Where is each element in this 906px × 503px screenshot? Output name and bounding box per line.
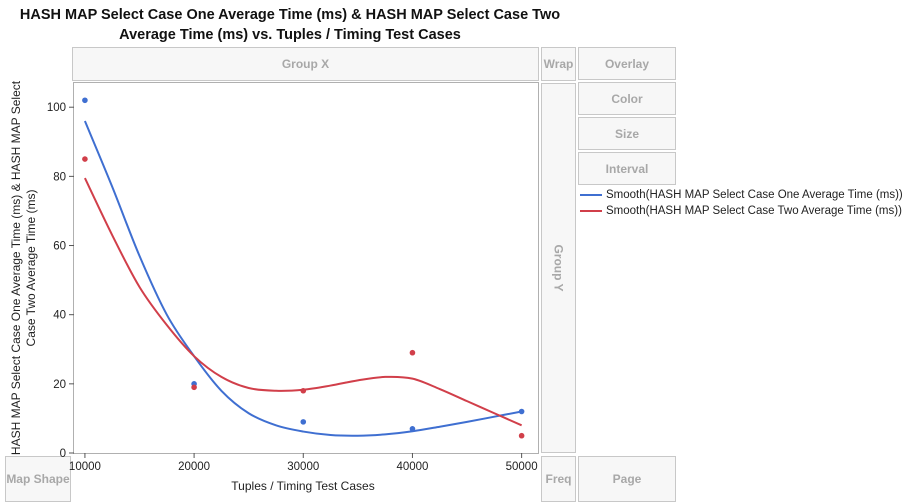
data-point-series-2 bbox=[409, 349, 416, 356]
data-point-series-2 bbox=[82, 156, 88, 162]
x-tick-label: 40000 bbox=[396, 461, 428, 473]
wrap-zone[interactable]: Wrap bbox=[541, 47, 576, 81]
x-tick-label: 20000 bbox=[178, 461, 210, 473]
plot-frame[interactable] bbox=[73, 82, 539, 454]
smooth-line-series-1 bbox=[83, 120, 522, 437]
legend-item-series-1[interactable]: Smooth(HASH MAP Select Case One Average … bbox=[580, 187, 903, 203]
chart-title: HASH MAP Select Case One Average Time (m… bbox=[0, 5, 580, 45]
x-tick-label: 30000 bbox=[287, 461, 319, 473]
map-shape-label: Map Shape bbox=[6, 472, 70, 486]
legend: Smooth(HASH MAP Select Case One Average … bbox=[580, 187, 903, 219]
map-shape-zone[interactable]: Map Shape bbox=[5, 456, 71, 502]
legend-swatch-series-2 bbox=[580, 210, 602, 212]
page-label: Page bbox=[612, 472, 642, 486]
y-tick-label: 80 bbox=[53, 171, 66, 183]
x-tick-label: 50000 bbox=[506, 461, 538, 473]
overlay-zone[interactable]: Overlay bbox=[578, 47, 676, 80]
chart-title-line2: Average Time (ms) vs. Tuples / Timing Te… bbox=[119, 27, 461, 43]
x-tick-label: 10000 bbox=[69, 461, 101, 473]
legend-label-series-1: Smooth(HASH MAP Select Case One Average … bbox=[606, 189, 903, 201]
data-point-series-1 bbox=[409, 425, 416, 432]
interval-label: Interval bbox=[605, 161, 649, 176]
chart-title-line1: HASH MAP Select Case One Average Time (m… bbox=[19, 7, 561, 23]
data-point-series-2 bbox=[300, 387, 307, 394]
ticks-layer: 0 20 40 60 80 100 10000 20000 30000 40000 50000 bbox=[47, 102, 538, 473]
x-axis-title: Tuples / Timing Test Cases bbox=[231, 479, 374, 493]
y-tick-label: 60 bbox=[53, 241, 66, 253]
wrap-label: Wrap bbox=[543, 57, 574, 71]
group-x-label: Group X bbox=[281, 57, 330, 71]
freq-label: Freq bbox=[545, 472, 572, 486]
size-label: Size bbox=[614, 126, 639, 141]
data-point-series-1 bbox=[82, 97, 88, 104]
legend-swatch-series-1 bbox=[580, 194, 602, 196]
overlay-label: Overlay bbox=[604, 56, 650, 71]
y-tick-label: 40 bbox=[53, 310, 66, 322]
data-point-series-2 bbox=[191, 384, 197, 391]
data-point-series-1 bbox=[518, 408, 525, 415]
y-tick-label: 0 bbox=[60, 448, 66, 460]
data-point-series-2 bbox=[518, 432, 525, 439]
interval-zone[interactable]: Interval bbox=[578, 152, 676, 185]
legend-label-series-2: Smooth(HASH MAP Select Case Two Average … bbox=[606, 205, 902, 217]
data-point-series-1 bbox=[300, 419, 307, 425]
y-tick-label: 20 bbox=[53, 379, 66, 391]
page-zone[interactable]: Page bbox=[578, 456, 676, 502]
y-axis-title-line1: HASH MAP Select Case One Average Time (m… bbox=[9, 80, 23, 455]
series-layer bbox=[82, 97, 525, 439]
y-tick-label: 100 bbox=[47, 102, 66, 114]
freq-zone[interactable]: Freq bbox=[541, 456, 576, 502]
group-x-zone[interactable]: Group X bbox=[72, 47, 539, 81]
legend-item-series-2[interactable]: Smooth(HASH MAP Select Case Two Average … bbox=[580, 203, 903, 219]
group-y-zone[interactable]: Group Y bbox=[541, 83, 576, 453]
color-zone[interactable]: Color bbox=[578, 82, 676, 115]
y-axis-title-line2: Case Two Average Time (ms) bbox=[24, 190, 38, 347]
color-label: Color bbox=[611, 91, 643, 106]
size-zone[interactable]: Size bbox=[578, 117, 676, 150]
